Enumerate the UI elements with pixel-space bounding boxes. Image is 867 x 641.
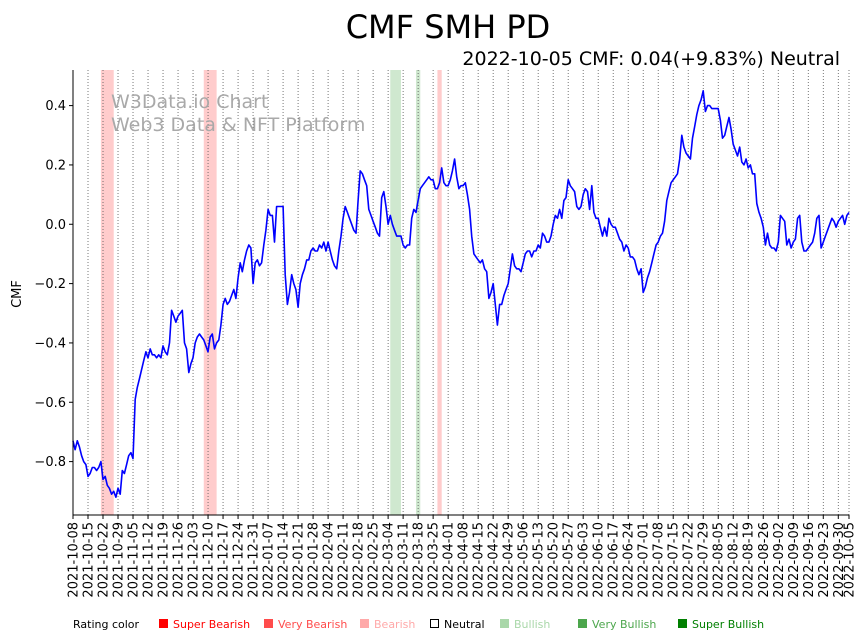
x-tick-label: 2022-08-05 [712, 522, 727, 598]
x-tick-label: 2021-11-05 [127, 522, 142, 598]
legend-item-label: Super Bearish [173, 618, 250, 631]
x-tick-label: 2022-03-18 [412, 522, 427, 598]
x-tick-label: 2022-06-10 [592, 522, 607, 598]
x-tick-label: 2022-06-24 [622, 522, 637, 598]
y-axis-label: CMF [10, 280, 25, 308]
x-tick-label: 2022-06-03 [577, 522, 592, 598]
y-tick-label: 0.2 [45, 158, 66, 173]
legend-swatch [500, 619, 509, 628]
watermark-line-1: W3Data.io Chart [111, 91, 268, 113]
chart-subtitle: 2022-10-05 CMF: 0.04(+9.83%) Neutral [462, 48, 840, 70]
legend-item-label: Neutral [444, 618, 485, 631]
x-tick-label: 2022-09-23 [817, 522, 832, 598]
legend-item-label: Very Bearish [278, 618, 347, 631]
x-tick-label: 2022-02-04 [322, 522, 337, 598]
x-tick-label: 2021-12-03 [187, 522, 202, 598]
y-tick-label: 0.0 [45, 218, 66, 233]
x-tick-label: 2022-09-30 [832, 522, 847, 598]
x-tick-label: 2022-01-21 [292, 522, 307, 598]
rating-band [390, 70, 401, 515]
x-tick-label: 2022-04-01 [442, 522, 457, 598]
x-tick-label: 2022-09-16 [802, 522, 817, 598]
x-tick-label: 2021-11-12 [142, 522, 157, 598]
x-tick-label: 2021-10-15 [82, 522, 97, 598]
axes [72, 70, 849, 516]
x-tick-label: 2021-12-24 [232, 522, 247, 598]
watermark: W3Data.io Chart Web3 Data & NFT Platform [111, 91, 365, 136]
rating-band [203, 70, 217, 515]
x-tick-label: 2022-09-02 [772, 522, 787, 598]
legend-item-label: Very Bullish [592, 618, 656, 631]
x-tick-label: 2022-07-29 [697, 522, 712, 598]
x-tick-label: 2022-04-15 [472, 522, 487, 598]
x-tick-label: 2022-10-05 [843, 522, 858, 598]
x-tick-label: 2022-04-22 [487, 522, 502, 598]
legend-item-label: Bearish [374, 618, 415, 631]
x-axis-ticks: 2021-10-08 2021-10-15 2021-10-22 2021-10-29… [67, 515, 858, 598]
legend-swatch [159, 619, 168, 628]
y-tick-label: −0.6 [34, 396, 66, 411]
x-tick-label: 2021-12-10 [202, 522, 217, 598]
x-tick-label: 2022-08-19 [742, 522, 757, 598]
x-tick-label: 2021-10-29 [112, 522, 127, 598]
legend-swatch [360, 619, 369, 628]
x-tick-label: 2022-06-17 [607, 522, 622, 598]
x-tick-label: 2022-03-11 [397, 522, 412, 598]
x-tick-label: 2022-03-25 [427, 522, 442, 598]
x-tick-label: 2022-01-28 [307, 522, 322, 598]
x-tick-label: 2022-07-01 [637, 522, 652, 598]
x-tick-label: 2022-02-18 [352, 522, 367, 598]
x-tick-label: 2021-10-08 [67, 522, 82, 598]
x-tick-label: 2022-08-12 [727, 522, 742, 598]
rating-legend: Rating color Super Bearish Very Bearish Bea… [73, 618, 764, 631]
rating-band [437, 70, 442, 515]
x-tick-label: 2022-04-29 [502, 522, 517, 598]
cmf-line [72, 90, 850, 499]
x-tick-label: 2022-02-25 [367, 522, 382, 598]
x-tick-label: 2022-05-13 [532, 522, 547, 598]
legend-item-label: Super Bullish [692, 618, 764, 631]
rating-band [100, 70, 114, 515]
x-tick-label: 2022-05-06 [517, 522, 532, 598]
rating-bands [100, 70, 442, 515]
legend-swatch [578, 619, 587, 628]
legend-swatch [264, 619, 273, 628]
x-tick-label: 2022-05-27 [562, 522, 577, 598]
x-tick-label: 2021-11-26 [172, 522, 187, 598]
x-tick-label: 2022-08-26 [757, 522, 772, 598]
y-axis-ticks: −0.8 −0.6 −0.4 −0.2 0.0 0.2 0.4 [34, 99, 73, 470]
x-tick-label: 2022-04-08 [457, 522, 472, 598]
x-tick-label: 2022-07-15 [667, 522, 682, 598]
x-tick-label: 2022-03-04 [382, 522, 397, 598]
legend-title: Rating color [73, 618, 140, 631]
legend-swatch [430, 619, 439, 628]
cmf-series [72, 90, 850, 499]
watermark-line-2: Web3 Data & NFT Platform [111, 114, 365, 136]
y-tick-label: −0.2 [34, 277, 66, 292]
legend-swatch [678, 619, 687, 628]
chart-title: CMF SMH PD [346, 8, 551, 46]
y-tick-label: −0.4 [34, 336, 66, 351]
x-tick-label: 2022-07-08 [652, 522, 667, 598]
x-tick-label: 2022-09-09 [787, 522, 802, 598]
x-tick-label: 2022-05-20 [547, 522, 562, 598]
legend-item-label: Bullish [514, 618, 550, 631]
y-tick-label: −0.8 [34, 455, 66, 470]
x-tick-label: 2021-10-22 [97, 522, 112, 598]
y-tick-label: 0.4 [45, 99, 66, 114]
x-tick-label: 2021-12-31 [247, 522, 262, 598]
x-tick-label: 2021-12-17 [217, 522, 232, 598]
x-tick-label: 2021-11-19 [157, 522, 172, 598]
x-tick-label: 2022-02-11 [337, 522, 352, 598]
x-gridlines [72, 70, 850, 515]
x-tick-label: 2022-01-14 [277, 522, 292, 598]
x-tick-label: 2022-07-22 [682, 522, 697, 598]
x-tick-label: 2022-01-07 [262, 522, 277, 598]
